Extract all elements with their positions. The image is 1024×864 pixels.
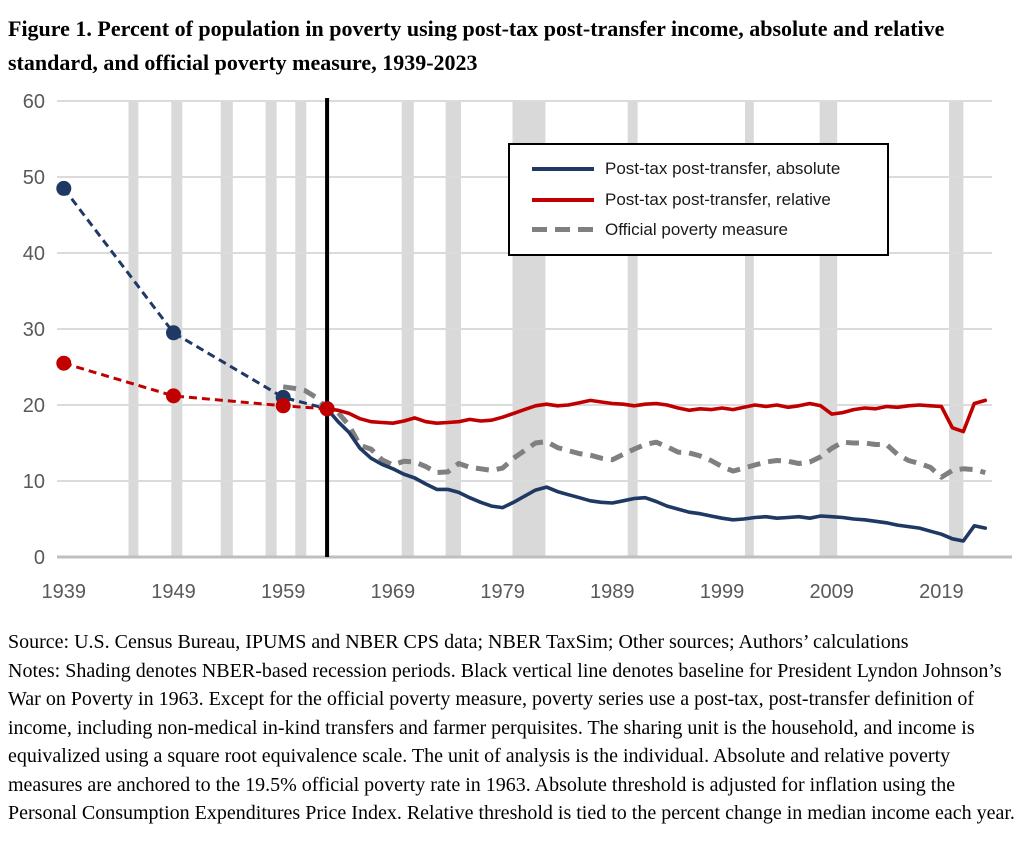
legend-line-sample-relative — [532, 197, 594, 202]
relative-early-marker — [319, 401, 335, 417]
y-tick-label: 30 — [23, 319, 45, 341]
y-tick-label: 10 — [23, 471, 45, 493]
legend-item-official: Official poverty measure — [510, 220, 887, 240]
chart-legend: Post-tax post-transfer, absolute Post-ta… — [508, 143, 889, 256]
y-tick-label: 50 — [23, 167, 45, 189]
legend-label-relative: Post-tax post-transfer, relative — [605, 189, 831, 209]
absolute-line — [325, 407, 988, 543]
relative-early-marker — [166, 388, 181, 404]
figure-notes: Source: U.S. Census Bureau, IPUMS and NB… — [8, 628, 1016, 828]
legend-label-official: Official poverty measure — [605, 219, 788, 239]
source-line: Source: U.S. Census Bureau, IPUMS and NB… — [8, 631, 909, 653]
notes-text: Notes: Shading denotes NBER-based recess… — [8, 659, 1015, 825]
x-tick-label: 1979 — [480, 581, 525, 603]
y-tick-label: 20 — [23, 395, 45, 417]
x-tick-label: 2019 — [919, 581, 964, 603]
relative-early-marker — [275, 398, 291, 414]
y-tick-label: 0 — [34, 547, 45, 569]
absolute-early-line — [62, 187, 328, 411]
official-line — [282, 384, 986, 480]
legend-item-relative: Post-tax post-transfer, relative — [510, 190, 887, 210]
y-tick-label: 40 — [23, 243, 45, 265]
y-tick-label: 60 — [23, 91, 45, 113]
figure-title: Figure 1. Percent of population in pover… — [8, 16, 945, 75]
x-tick-label: 1949 — [151, 581, 196, 603]
legend-line-sample-official — [532, 227, 594, 233]
legend-line-sample-absolute — [532, 167, 594, 172]
x-tick-label: 1959 — [261, 581, 306, 603]
x-tick-label: 1989 — [590, 581, 635, 603]
absolute-early-marker — [56, 180, 72, 196]
chart-area: 0 10 20 30 40 50 60 1939 1949 1959 1969 1979 1989 199… — [0, 86, 1024, 606]
relative-early-line — [63, 361, 328, 411]
legend-item-absolute: Post-tax post-transfer, absolute — [510, 159, 887, 179]
absolute-early-marker — [166, 325, 181, 341]
relative-line — [325, 398, 988, 434]
x-tick-label: 1939 — [42, 581, 87, 603]
x-tick-label: 1969 — [371, 581, 416, 603]
relative-early-marker — [56, 355, 72, 371]
legend-label-absolute: Post-tax post-transfer, absolute — [605, 159, 841, 179]
x-tick-label: 2009 — [809, 581, 854, 603]
x-tick-label: 1999 — [700, 581, 745, 603]
poverty-line-chart: 0 10 20 30 40 50 60 1939 1949 1959 1969 1979 1989 199… — [23, 91, 1012, 603]
